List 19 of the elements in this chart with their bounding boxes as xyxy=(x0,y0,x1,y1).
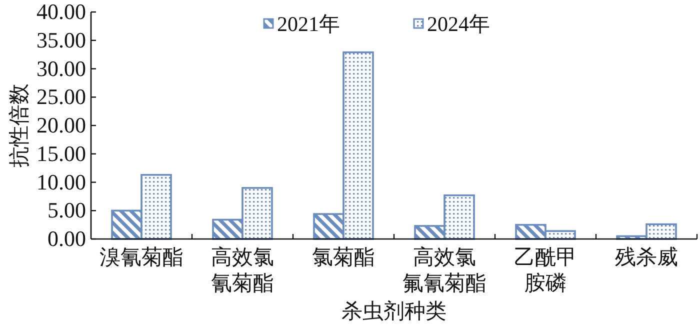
y-tick-label: 15.00 xyxy=(36,140,86,166)
y-tick-label: 30.00 xyxy=(36,56,86,81)
y-tick-label: 20.00 xyxy=(36,112,86,138)
x-axis-title: 杀虫剂种类 xyxy=(342,299,446,323)
x-tick-label: 高效氯氰菊酯 xyxy=(211,245,274,295)
y-tick-label: 0.00 xyxy=(48,226,86,251)
x-tick-label: 溴氰菊酯 xyxy=(100,245,184,269)
legend-label: 2024年 xyxy=(427,12,490,36)
y-axis-title: 抗性倍数 xyxy=(7,84,31,168)
x-tick-label: 乙酰甲胺磷 xyxy=(514,245,577,295)
legend-label: 2021年 xyxy=(277,12,340,36)
x-tick-label: 氯菊酯 xyxy=(312,245,375,269)
y-tick-label: 25.00 xyxy=(36,84,86,110)
x-tick-label: 高效氯氟氰菊酯 xyxy=(402,245,486,295)
y-tick-label: 35.00 xyxy=(36,27,86,52)
y-tick-label: 40.00 xyxy=(36,0,86,24)
y-tick-label: 5.00 xyxy=(48,198,86,223)
y-tick-label: 10.00 xyxy=(36,169,86,194)
x-tick-label: 残杀威 xyxy=(615,245,678,269)
